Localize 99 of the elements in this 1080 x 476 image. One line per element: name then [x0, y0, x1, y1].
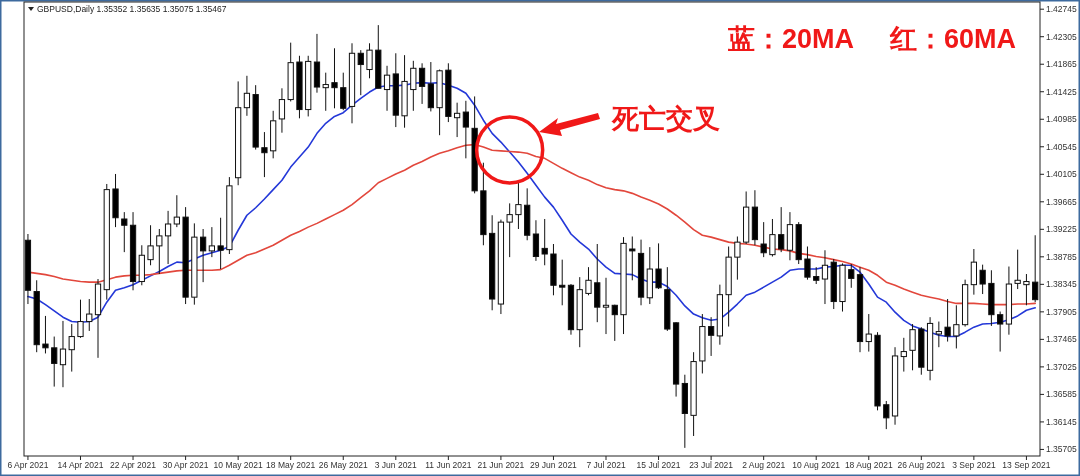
x-tick-label: 22 Apr 2021 [110, 460, 157, 470]
candlestick [655, 242, 662, 290]
candlestick [208, 226, 215, 258]
candlestick [59, 320, 67, 388]
candlestick [707, 316, 715, 357]
candlestick [848, 263, 855, 289]
x-tick-label: 3 Sep 2021 [952, 460, 996, 470]
candlestick [970, 248, 977, 296]
y-tick-label: 1.41425 [1046, 86, 1077, 97]
y-tick-label: 1.39665 [1046, 196, 1077, 207]
candlestick [77, 299, 84, 339]
candlestick [261, 131, 268, 178]
candlestick [42, 315, 49, 354]
candlestick [865, 313, 872, 353]
candlestick [944, 298, 951, 343]
x-tick-label: 18 May 2021 [266, 460, 316, 470]
candlestick [243, 75, 251, 117]
candlestick [760, 221, 767, 258]
candlestick [804, 246, 811, 281]
y-tick-label: 1.40985 [1046, 114, 1077, 125]
candlestick [340, 72, 347, 111]
y-tick-label: 1.40105 [1046, 169, 1077, 180]
candlestick [427, 61, 434, 112]
candlestick [778, 206, 785, 253]
candlestick [883, 400, 890, 430]
y-tick-label: 1.35705 [1046, 444, 1077, 455]
candlestick [322, 72, 329, 112]
x-tick-label: 13 Sep 2021 [1002, 460, 1051, 470]
candlestick [86, 298, 93, 332]
candlestick [173, 194, 180, 228]
candlestick [147, 224, 154, 266]
candlestick [357, 49, 364, 96]
candlestick [217, 217, 224, 270]
y-tick-label: 1.42305 [1046, 31, 1077, 42]
x-tick-label: 14 Apr 2021 [57, 460, 104, 470]
x-tick-label: 18 Aug 2021 [844, 460, 893, 470]
y-tick-label: 1.38785 [1046, 251, 1077, 262]
y-tick-label: 1.36145 [1046, 416, 1077, 427]
candlestick [585, 266, 592, 296]
x-tick-label: 30 Apr 2021 [162, 460, 209, 470]
candlestick [515, 181, 522, 230]
candlestick [629, 236, 636, 281]
candlestick [734, 236, 741, 281]
x-tick-label: 7 Jul 2021 [586, 460, 626, 470]
x-tick-label: 15 Jul 2021 [636, 460, 681, 470]
y-tick-label: 1.38345 [1046, 279, 1077, 290]
x-tick-label: 26 Aug 2021 [897, 460, 946, 470]
candlestick [156, 228, 163, 275]
x-tick-label: 23 Jul 2021 [689, 460, 734, 470]
candlestick [909, 323, 916, 371]
candlestick [900, 337, 907, 373]
y-tick-label: 1.40545 [1046, 141, 1077, 152]
candlestick [278, 87, 286, 134]
y-tick-label: 1.39225 [1046, 224, 1077, 235]
candlestick [199, 228, 207, 283]
candlestick [935, 321, 942, 348]
candlestick [366, 42, 373, 79]
annotation: GBPUSD,Daily 1.35352 1.35635 1.35075 1.35467 [37, 4, 227, 14]
candlestick [602, 277, 610, 335]
x-tick-label: 26 May 2021 [318, 460, 369, 470]
candlestick [979, 264, 986, 295]
x-tick-label: 10 May 2021 [213, 460, 263, 470]
y-tick-label: 1.37465 [1046, 334, 1077, 345]
candlestick [121, 211, 128, 253]
candlestick [164, 210, 172, 265]
candlestick [453, 102, 461, 138]
x-tick-label: 29 Jun 2021 [530, 460, 578, 470]
y-tick-label: 1.37025 [1046, 361, 1077, 372]
candlestick [506, 202, 513, 258]
x-tick-label: 3 Jun 2021 [374, 460, 418, 470]
y-tick-label: 1.37905 [1046, 306, 1077, 317]
y-tick-label: 1.42745 [1046, 4, 1077, 15]
candlestick [383, 65, 391, 112]
candlestick [611, 304, 618, 342]
x-tick-label: 6 Apr 2021 [7, 460, 49, 470]
y-tick-label: 1.36585 [1046, 389, 1077, 400]
annotation: 红：60MA [889, 24, 1017, 54]
annotation: 死亡交叉 [611, 104, 720, 134]
candlestick [410, 60, 417, 112]
candlestick [68, 323, 75, 373]
candlestick [532, 219, 540, 262]
y-tick-label: 1.41865 [1046, 59, 1077, 70]
annotation: 蓝：20MA [727, 24, 855, 54]
candlestick [51, 336, 58, 388]
x-tick-label: 2 Aug 2021 [742, 460, 786, 470]
candlestick [462, 100, 469, 159]
candlestick [541, 218, 548, 266]
x-tick-label: 11 Jun 2021 [425, 460, 472, 470]
candlestick [1023, 273, 1030, 306]
candlestick [997, 311, 1004, 353]
candlestick [418, 62, 426, 105]
candlestick [769, 218, 776, 258]
candlestick [953, 304, 960, 349]
candlestick [559, 259, 566, 306]
candlestick [1014, 249, 1021, 290]
candlestick [331, 47, 338, 109]
x-tick-label: 10 Aug 2021 [792, 460, 841, 470]
x-tick-label: 21 Jun 2021 [477, 460, 525, 470]
candlestick [821, 249, 829, 305]
